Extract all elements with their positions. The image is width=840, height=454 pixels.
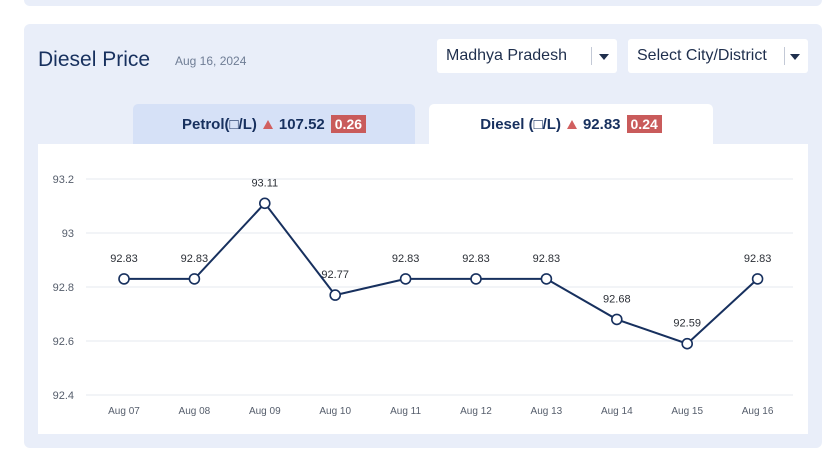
price-line-chart: 93.2 93 92.8 92.6 92.4 Aug 07 Aug 08 Aug 09 Aug … [53, 174, 793, 417]
data-label: 92.83 [462, 253, 490, 265]
y-tick-label: 92.6 [53, 336, 74, 348]
data-label: 92.68 [603, 293, 631, 305]
series-line [124, 201, 759, 345]
x-tick-label: Aug 13 [531, 406, 563, 417]
y-tick-label: 93 [62, 228, 74, 240]
data-label: 92.83 [744, 253, 772, 265]
city-select-divider [784, 47, 785, 65]
state-select-value: Madhya Pradesh [446, 47, 567, 64]
up-arrow-icon [262, 119, 273, 129]
data-point [681, 337, 694, 350]
data-label: 92.83 [392, 253, 420, 265]
diesel-price-card: Diesel Price Aug 16, 2024 Madhya Pradesh… [24, 24, 822, 448]
data-point [259, 197, 271, 210]
x-tick-label: Aug 12 [460, 406, 492, 417]
up-arrow-icon [566, 119, 577, 129]
x-tick-label: Aug 10 [319, 406, 351, 417]
x-tick-label: Aug 09 [249, 406, 281, 417]
state-select[interactable]: Madhya Pradesh [437, 39, 617, 73]
x-tick-label: Aug 11 [390, 406, 421, 417]
x-tick-label: Aug 14 [601, 406, 633, 417]
data-point [540, 273, 553, 285]
chevron-down-icon [599, 54, 609, 60]
data-label: 92.59 [673, 318, 701, 330]
city-select[interactable]: Select City/District [628, 39, 808, 73]
data-point [329, 289, 342, 301]
data-point [118, 273, 130, 285]
data-point [470, 273, 482, 285]
x-tick-label: Aug 15 [671, 406, 703, 417]
tab-diesel[interactable]: Diesel (□/L) 92.83 0.24 [429, 104, 713, 144]
tab-petrol-change-badge: 0.26 [330, 115, 367, 133]
state-select-divider [591, 47, 592, 65]
chevron-down-icon [790, 54, 800, 60]
x-tick-label: Aug 08 [179, 406, 211, 417]
tab-diesel-price: 92.83 [582, 115, 621, 133]
price-date: Aug 16, 2024 [175, 54, 247, 68]
data-label: 92.83 [533, 253, 561, 265]
city-select-value: Select City/District [637, 47, 767, 64]
data-point [610, 313, 623, 326]
y-tick-label: 92.8 [53, 282, 74, 294]
y-tick-label: 93.2 [53, 174, 74, 186]
x-tick-label: Aug 16 [742, 406, 774, 417]
chart-panel: 93.2 93 92.8 92.6 92.4 Aug 07 Aug 08 Aug 09 Aug … [38, 144, 808, 434]
tab-petrol-price: 107.52 [278, 115, 325, 133]
data-label: 93.11 [251, 177, 278, 189]
data-label: 92.77 [321, 269, 349, 281]
page-title: Diesel Price [38, 48, 151, 71]
top-card-strip [24, 0, 822, 6]
data-point [188, 273, 201, 285]
tab-diesel-label: Diesel (□/L) [480, 115, 561, 133]
data-point [751, 273, 764, 285]
tab-petrol-label: Petrol(□/L) [181, 115, 257, 133]
tab-petrol[interactable]: Petrol(□/L) 107.52 0.26 [133, 104, 415, 144]
data-point [399, 273, 412, 285]
x-tick-label: Aug 07 [108, 406, 140, 417]
data-label: 92.83 [110, 253, 138, 265]
tab-diesel-change-badge: 0.24 [626, 115, 662, 133]
y-tick-label: 92.4 [53, 390, 74, 402]
data-label: 92.83 [181, 253, 209, 265]
